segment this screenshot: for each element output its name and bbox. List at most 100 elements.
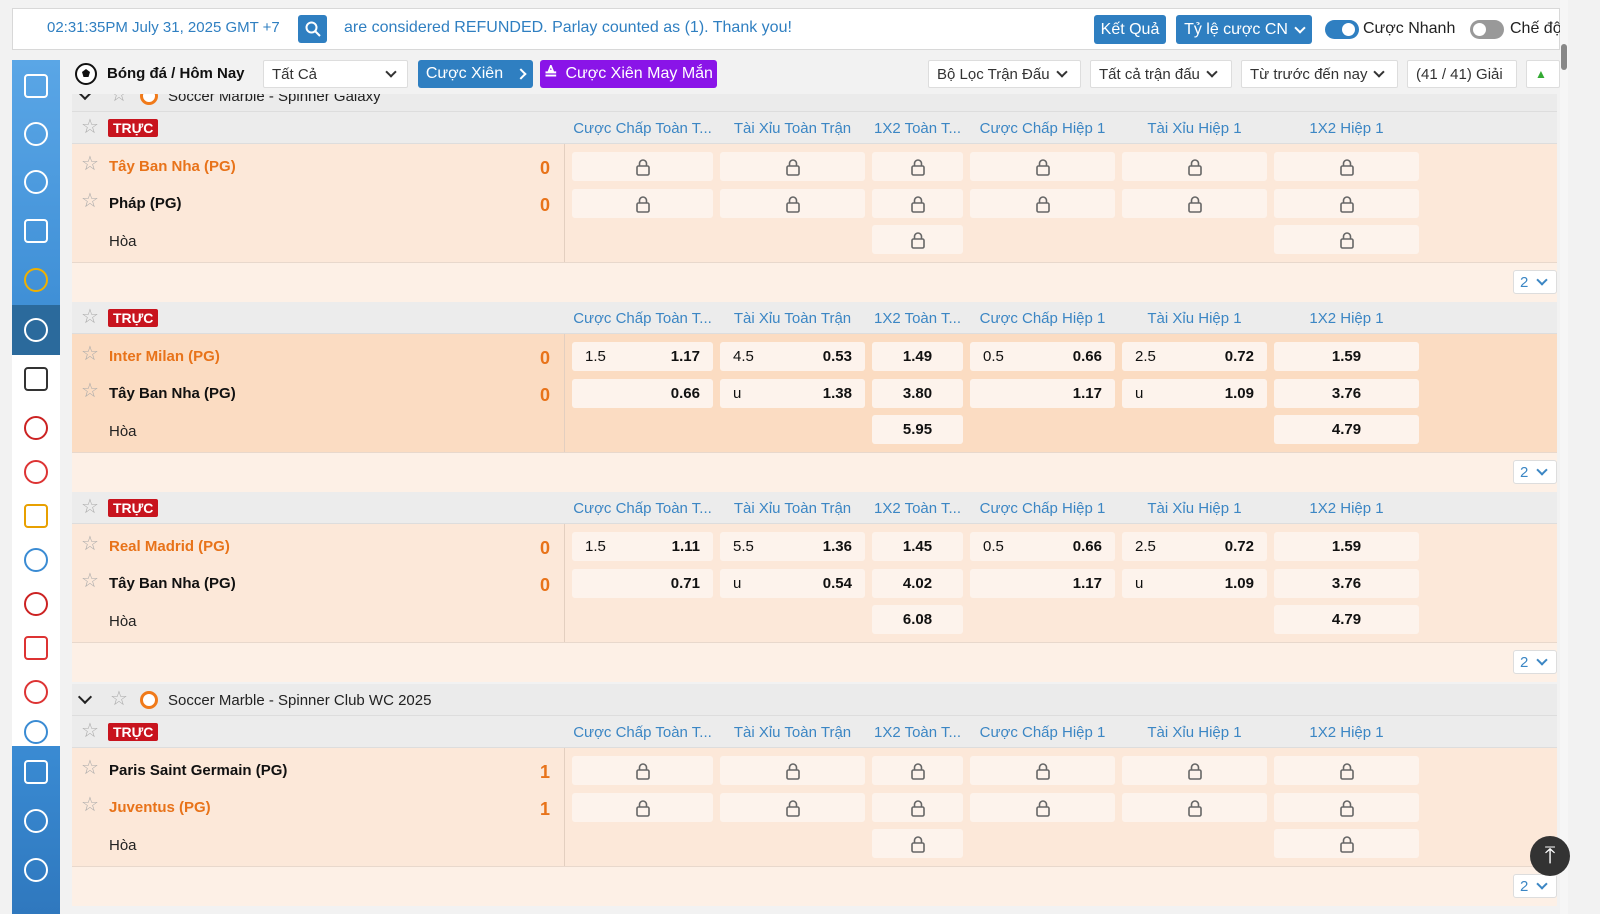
sidebar-icon[interactable] [24,592,48,616]
sidebar-icon[interactable] [24,548,48,572]
star[interactable]: ☆ [81,533,99,555]
odds-cell[interactable]: 4.02 [872,569,963,598]
odds-cell[interactable]: u 1.38 [720,379,865,408]
odds-cell[interactable] [572,793,713,822]
odds-cell[interactable] [872,189,963,218]
odds-cell[interactable]: 0.71 [572,569,713,598]
odds-cell[interactable] [720,189,865,218]
odds-cell[interactable]: 1.17 [970,569,1115,598]
star[interactable]: ☆ [81,570,99,592]
odds-cell[interactable]: 1.59 [1274,342,1419,371]
more-button[interactable]: 2 [1513,460,1557,484]
odds-cell[interactable]: 1.45 [872,532,963,561]
odds-cell[interactable] [872,829,963,858]
odds-cell[interactable]: u 1.09 [1122,379,1267,408]
results-button[interactable]: Kết Quả [1094,15,1166,44]
odds-cell[interactable] [1274,225,1419,254]
sidebar-icon[interactable] [24,680,48,704]
odds-cell[interactable]: 3.76 [1274,569,1419,598]
odds-cell[interactable]: 1.5 1.17 [572,342,713,371]
odds-cell[interactable]: u 0.54 [720,569,865,598]
match-filter[interactable]: Bộ Lọc Trận Đấu [928,60,1081,88]
odds-cell[interactable]: 5.95 [872,415,963,444]
odds-cell[interactable] [572,152,713,181]
odds-cell[interactable] [572,756,713,785]
odds-cell[interactable] [720,152,865,181]
odds-cell[interactable]: 4.79 [1274,605,1419,634]
sort[interactable]: Từ trước đến nay [1241,60,1398,88]
odds-cell[interactable] [1274,829,1419,858]
parlay-button[interactable]: Cược Xiên [418,60,533,88]
odds-cell[interactable]: 5.5 1.36 [720,532,865,561]
sidebar-icon[interactable] [24,636,48,660]
odds-cell[interactable]: 2.5 0.72 [1122,342,1267,371]
odds-cell[interactable]: 1.17 [970,379,1115,408]
sidebar-icon[interactable] [24,318,48,342]
select[interactable]: Tất Cả [263,60,408,88]
odds-cell[interactable] [872,756,963,785]
sidebar-icon[interactable] [24,268,48,292]
odds-cell[interactable] [1122,152,1267,181]
search-button[interactable] [298,15,327,43]
odds-cell[interactable] [872,152,963,181]
odds-cell[interactable]: u 1.09 [1122,569,1267,598]
sidebar-icon[interactable] [24,858,48,882]
star[interactable]: ☆ [81,153,99,175]
all-matches[interactable]: Tất cả trận đấu [1090,60,1232,88]
odds-cell[interactable] [970,152,1115,181]
odds-cell[interactable] [1274,152,1419,181]
star[interactable]: ☆ [81,720,99,742]
sidebar-icon[interactable] [24,416,48,440]
odds-cell[interactable]: 3.76 [1274,379,1419,408]
odds-cell[interactable] [1274,189,1419,218]
odds-cell[interactable] [970,189,1115,218]
sidebar-icon[interactable] [24,367,48,391]
odds-button[interactable]: Tỷ lệ cược CN [1176,15,1312,44]
odds-cell[interactable]: 1.59 [1274,532,1419,561]
star[interactable]: ☆ [81,306,99,328]
sidebar-icon[interactable] [24,809,48,833]
sidebar-icon[interactable] [24,760,48,784]
star[interactable]: ☆ [110,688,128,710]
more-button[interactable]: 2 [1513,874,1557,898]
odds-cell[interactable] [1274,793,1419,822]
sidebar-icon[interactable] [24,504,48,528]
odds-cell[interactable] [1122,793,1267,822]
lucky-parlay-button[interactable]: ≜ Cược Xiên May Mắn [540,60,717,88]
star[interactable]: ☆ [81,380,99,402]
star[interactable]: ☆ [81,343,99,365]
mode-toggle[interactable] [1470,20,1504,39]
star[interactable]: ☆ [81,757,99,779]
more-button[interactable]: 2 [1513,270,1557,294]
odds-cell[interactable]: 1.49 [872,342,963,371]
odds-cell[interactable]: 6.08 [872,605,963,634]
odds-cell[interactable] [720,793,865,822]
sidebar-icon[interactable] [24,122,48,146]
back-to-top[interactable]: ⤒ [1530,836,1570,876]
odds-cell[interactable] [970,756,1115,785]
odds-cell[interactable] [572,189,713,218]
sidebar-icon[interactable] [24,219,48,243]
odds-cell[interactable] [1274,756,1419,785]
odds-cell[interactable]: 1.5 1.11 [572,532,713,561]
odds-cell[interactable]: 0.66 [572,379,713,408]
more-button[interactable]: 2 [1513,650,1557,674]
odds-cell[interactable] [872,793,963,822]
star[interactable]: ☆ [81,116,99,138]
star[interactable]: ☆ [81,190,99,212]
odds-cell[interactable]: 4.5 0.53 [720,342,865,371]
sidebar-icon[interactable] [24,170,48,194]
odds-cell[interactable]: 0.5 0.66 [970,342,1115,371]
odds-cell[interactable] [720,756,865,785]
odds-cell[interactable]: 0.5 0.66 [970,532,1115,561]
star[interactable]: ☆ [81,794,99,816]
star[interactable]: ☆ [81,496,99,518]
odds-cell[interactable] [1122,756,1267,785]
odds-cell[interactable] [872,225,963,254]
sidebar-icon[interactable] [24,720,48,744]
odds-cell[interactable] [970,793,1115,822]
odds-cell[interactable]: 4.79 [1274,415,1419,444]
sort-arrows[interactable]: ▲ [1526,60,1560,88]
odds-cell[interactable]: 3.80 [872,379,963,408]
sidebar-icon[interactable] [24,74,48,98]
